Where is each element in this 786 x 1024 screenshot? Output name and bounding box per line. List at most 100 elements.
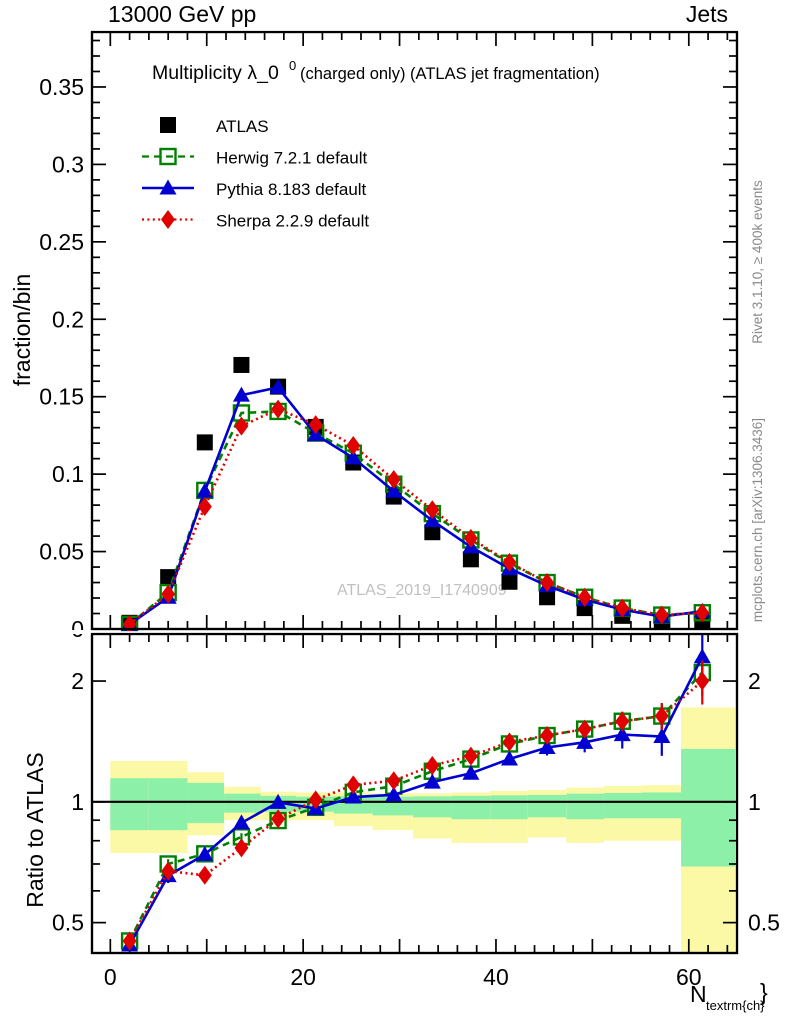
ratio-data-point	[423, 773, 441, 789]
uncertainty-band-stat	[224, 793, 261, 813]
data-point	[197, 497, 212, 517]
series-line	[128, 385, 703, 626]
data-point	[344, 449, 362, 465]
data-point	[577, 587, 592, 607]
ratio-series-1	[121, 634, 711, 952]
ratio-series-line	[128, 656, 704, 946]
legend-entry: Herwig 7.2.1 default	[142, 147, 367, 168]
ratio-data-point	[308, 790, 323, 810]
data-point	[502, 552, 517, 572]
ytick-label-main: 0.2	[52, 306, 84, 332]
data-point	[232, 386, 250, 402]
ratio-series-2	[122, 660, 710, 951]
ratio-panel-series	[120, 634, 711, 952]
uncertainty-band-stat	[451, 795, 491, 820]
side-label-mcplots: mcplots.cern.ch [arXiv:1306.3436]	[750, 418, 765, 622]
ytick-label-main: 0.25	[39, 229, 84, 255]
ytick-label-main: 0.05	[39, 539, 84, 565]
ratio-data-point	[344, 788, 362, 804]
data-point	[501, 573, 518, 590]
ratio-data-point	[161, 861, 176, 881]
ratio-data-point	[197, 865, 212, 885]
data-point	[463, 528, 478, 548]
ratio-data-point	[271, 809, 286, 829]
ratio-series-line	[128, 671, 704, 942]
uncertainty-band-stat	[413, 796, 452, 818]
ratio-data-point	[386, 771, 401, 791]
data-point	[196, 434, 213, 451]
ratio-data-point	[463, 746, 478, 766]
ratio-data-point	[122, 931, 137, 951]
ytick-label-ratio: 2	[71, 668, 84, 694]
ratio-data-point	[540, 726, 555, 746]
ytick-label-main: 0.1	[52, 461, 84, 487]
ratio-data-point	[269, 793, 287, 809]
data-point	[539, 589, 556, 606]
ratio-data-point	[502, 732, 517, 752]
legend-marker	[160, 117, 176, 133]
mask-gap	[92, 631, 737, 633]
ratio-data-point	[577, 719, 592, 739]
ratio-data-point	[576, 733, 594, 749]
data-point	[196, 482, 214, 498]
data-point	[161, 584, 176, 604]
legend-marker	[159, 147, 177, 166]
ratio-data-point	[232, 814, 250, 830]
title-superscript: 0	[289, 58, 296, 73]
ratio-data-point	[196, 846, 214, 862]
data-point	[423, 512, 441, 528]
data-point	[540, 573, 555, 593]
ratio-y-axis-label: Ratio to ATLAS	[22, 752, 48, 908]
ratio-data-point	[613, 726, 631, 742]
data-point	[233, 356, 250, 373]
title-qualifier: (charged only) (ATLAS jet fragmentation)	[300, 65, 600, 83]
legend-marker	[159, 179, 177, 195]
x-axis-label-subscript: textrm{ch}	[706, 998, 765, 1013]
ratio-panel-frame	[90, 632, 739, 955]
xtick-label: 40	[483, 964, 509, 990]
ytick-label-ratio-right: 2	[748, 668, 761, 694]
uncertainty-band-stat	[641, 792, 682, 819]
legend-entry: Sherpa 2.2.9 default	[142, 210, 369, 231]
ytick-label-main: 0.15	[39, 384, 84, 410]
uncertainty-band-stat	[110, 778, 149, 831]
legend-label: Herwig 7.2.1 default	[216, 149, 367, 168]
ratio-data-point	[462, 764, 480, 780]
uncertainty-band-stat	[148, 778, 188, 831]
legend-entry: Pythia 8.183 default	[142, 179, 367, 199]
data-point	[234, 416, 249, 436]
ytick-label-ratio-right: 0.5	[748, 910, 780, 936]
data-point	[424, 524, 441, 541]
uncertainty-band-stat	[566, 793, 604, 820]
ratio-data-point	[615, 711, 630, 731]
data-point	[385, 482, 403, 498]
main-plot-title: Multiplicity λ_0 0 (charged only) (ATLAS j…	[152, 58, 600, 84]
data-point	[386, 470, 401, 490]
uncertainty-band-stat	[603, 793, 642, 819]
ytick-label-ratio: 0.5	[52, 910, 84, 936]
data-point	[425, 500, 440, 520]
xtick-label: 60	[676, 964, 702, 990]
ratio-data-point	[385, 786, 403, 802]
uncertainty-band-stat	[681, 748, 736, 867]
x-axis-label-tail: }	[760, 979, 768, 1005]
ytick-label-main: 0.3	[52, 151, 84, 177]
ratio-data-point	[693, 648, 711, 664]
xtick-label: 20	[290, 964, 316, 990]
ytick-label-ratio-right: 1	[748, 789, 761, 815]
ratio-data-point	[653, 727, 671, 743]
data-point	[269, 378, 287, 394]
uncertainty-band-stat	[527, 795, 567, 818]
ratio-panel-ticks	[92, 634, 737, 953]
dataset-watermark: ATLAS_2019_I1740909	[337, 582, 507, 599]
uncertainty-band-stat	[490, 795, 528, 820]
data-point	[308, 415, 323, 435]
title-text: Multiplicity λ_0	[152, 62, 279, 84]
xtick-label: 0	[104, 964, 117, 990]
main-panel-frame	[90, 30, 739, 631]
legend: ATLAS Herwig 7.2.1 default Pythia 8.183 de…	[142, 117, 369, 231]
ratio-data-point	[538, 738, 556, 754]
